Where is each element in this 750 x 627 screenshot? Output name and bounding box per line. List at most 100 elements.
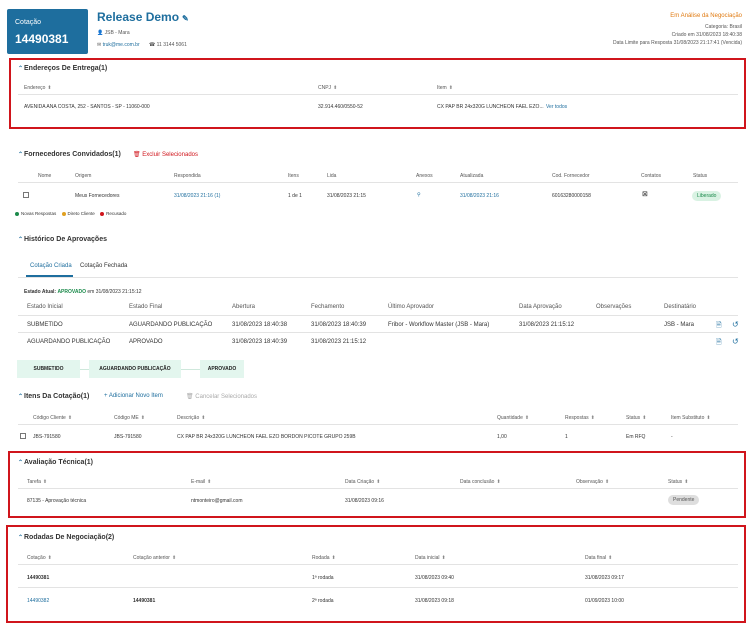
col-final-state: Estado Final	[129, 304, 163, 310]
start-date-cell: 31/08/2023 09:18	[415, 598, 454, 604]
quote-label: Cotação	[15, 19, 42, 26]
item-cell: JBS-791580	[33, 434, 61, 440]
round-cell: 2ª rodada	[312, 598, 334, 604]
created-cell: 31/08/2023 09:16	[345, 498, 384, 504]
col-item-status[interactable]: Status ⬍	[626, 415, 647, 421]
end-date-cell: 01/09/2023 10:00	[585, 598, 624, 604]
legend-refused: Recusado	[106, 211, 127, 216]
divider	[18, 182, 738, 183]
col-address[interactable]: Endereço ⬍	[24, 85, 52, 91]
col-client-code[interactable]: Código Cliente ⬍	[33, 415, 73, 421]
col-quantity[interactable]: Quantidade ⬍	[497, 415, 530, 421]
contacts-icon[interactable]: ⊠	[642, 191, 648, 198]
items-section-header[interactable]: ⌃Itens Da Cotação(1)	[18, 393, 89, 400]
contact-line: ✉ truk@me.com.br ☎ 11 3144 5061	[97, 42, 187, 48]
active-tab-indicator	[26, 275, 73, 277]
contact-email[interactable]: truk@me.com.br	[102, 42, 140, 48]
delete-selected-button[interactable]: 🗑 Excluir Selecionados	[133, 152, 198, 158]
col-initial-state: Estado Inicial	[27, 304, 63, 310]
state-date: em 31/08/2023 21:15:12	[87, 289, 142, 295]
chevron-up-icon: ⌃	[18, 535, 24, 541]
document-icon[interactable]: 🗎	[716, 339, 722, 346]
rounds-highlight	[6, 525, 746, 623]
state-value: APROVADO	[57, 289, 86, 295]
technical-section-header[interactable]: ⌃Avaliação Técnica(1)	[18, 459, 93, 466]
col-updated: Atualizada	[460, 173, 484, 179]
divider	[18, 277, 738, 278]
suppliers-title: Fornecedores Convidados(1)	[24, 151, 121, 158]
history-icon[interactable]: ↺	[732, 337, 739, 346]
col-completed[interactable]: Data conclusão ⬍	[460, 479, 501, 485]
chevron-up-icon: ⌃	[18, 152, 24, 158]
technical-highlight	[8, 451, 746, 518]
chevron-up-icon: ⌃	[18, 237, 24, 243]
technical-title: Avaliação Técnica(1)	[24, 459, 93, 466]
col-answered: Respondida	[174, 173, 201, 179]
col-task[interactable]: Tarefa ⬍	[27, 479, 48, 485]
approvals-title: Histórico De Aprovações	[24, 236, 107, 243]
approvals-section-header[interactable]: ⌃Histórico De Aprovações	[18, 236, 107, 243]
col-email[interactable]: E-mail ⬍	[191, 479, 212, 485]
col-responses[interactable]: Respostas ⬍	[565, 415, 595, 421]
col-item[interactable]: Item ⬍	[437, 85, 453, 91]
col-start-date[interactable]: Data inicial ⬍	[415, 555, 446, 561]
round-quote-link[interactable]: 14490382	[27, 598, 50, 604]
company-line: 👤 JSB - Mara	[97, 30, 130, 36]
col-round[interactable]: Rodada ⬍	[312, 555, 336, 561]
address-cell: AVENIDA ANA COSTA, 252 - SANTOS - SP - 1…	[24, 104, 150, 110]
approval-cell: AGUARDANDO PUBLICAÇÃO	[129, 322, 213, 328]
col-cnpj[interactable]: CNPJ ⬍	[318, 85, 338, 91]
history-icon[interactable]: ↺	[732, 320, 739, 329]
delivery-section-header[interactable]: ⌃Endereços De Entrega(1)	[18, 65, 107, 72]
suppliers-section-header[interactable]: ⌃Fornecedores Convidados(1)	[18, 151, 121, 158]
col-tech-status[interactable]: Status ⬍	[668, 479, 689, 485]
approval-cell: JSB - Mara	[664, 322, 695, 328]
col-observation[interactable]: Observação ⬍	[576, 479, 610, 485]
quote-card: Cotação 14490381	[7, 9, 88, 54]
state-label: Estado Atual:	[24, 289, 57, 295]
add-item-button[interactable]: + Adicionar Novo Item	[104, 393, 163, 399]
item-cell: CX PAP BR 24x320G LUNCHEON FAEL EZO BORD…	[177, 434, 356, 440]
col-approval-date: Data Aprovação	[519, 304, 562, 310]
page-title: Release Demo ✎	[97, 10, 189, 24]
col-recipient: Destinatário	[664, 304, 697, 310]
item-checkbox[interactable]	[20, 433, 26, 439]
tab-quote-created[interactable]: Cotação Criada	[30, 263, 72, 269]
view-all-link[interactable]: Ver todos	[546, 104, 568, 110]
flow-step-submitted: SUBMETIDO	[17, 360, 80, 378]
col-description[interactable]: Descrição ⬍	[177, 415, 206, 421]
divider	[18, 424, 738, 425]
cancel-selected-button[interactable]: 🗑 Cancelar Selecionados	[186, 394, 258, 400]
col-substitute[interactable]: Item Substituto ⬍	[671, 415, 711, 421]
answered-link[interactable]: 31/08/2023 21:16 (1)	[174, 193, 221, 199]
chevron-up-icon: ⌃	[18, 394, 24, 400]
updated-link[interactable]: 31/08/2023 21:16	[460, 193, 499, 199]
col-read: Lida	[327, 173, 337, 179]
paperclip-icon[interactable]: ⚲	[417, 192, 421, 198]
col-created[interactable]: Data Criação ⬍	[345, 479, 381, 485]
col-quote[interactable]: Cotação ⬍	[27, 555, 52, 561]
document-icon[interactable]: 🗎	[716, 322, 722, 329]
rounds-section-header[interactable]: ⌃Rodadas De Negociação(2)	[18, 534, 114, 541]
approval-cell: 31/08/2023 18:40:39	[232, 339, 288, 345]
trash-icon: 🗑	[186, 394, 194, 400]
round-cell: 1ª rodada	[312, 575, 334, 581]
tab-quote-closed[interactable]: Cotação Fechada	[80, 263, 128, 269]
divider	[18, 315, 738, 316]
chevron-up-icon: ⌃	[18, 66, 24, 72]
cnpj-cell: 32.914.460/0550-52	[318, 104, 363, 110]
task-cell: 87135 - Aprovação técnica	[27, 498, 87, 504]
user-icon: 👤	[97, 30, 104, 36]
col-previous-quote[interactable]: Cotação anterior ⬍	[133, 555, 177, 561]
approval-cell: 31/08/2023 18:40:38	[232, 322, 288, 328]
approval-cell: Fribor - Workflow Master (JSB - Mara)	[388, 322, 490, 328]
col-name: Nome	[38, 173, 52, 179]
edit-pencil-icon[interactable]: ✎	[182, 14, 189, 23]
phone-icon: ☎	[149, 42, 156, 48]
col-last-approver: Último Aprovador	[388, 304, 435, 310]
col-me-code[interactable]: Código ME ⬍	[114, 415, 145, 421]
category-text: Categoria: Brasil	[705, 24, 742, 30]
status-text: Em Análise da Negociação	[670, 13, 742, 19]
col-end-date[interactable]: Data final ⬍	[585, 555, 613, 561]
supplier-checkbox[interactable]	[23, 192, 29, 198]
